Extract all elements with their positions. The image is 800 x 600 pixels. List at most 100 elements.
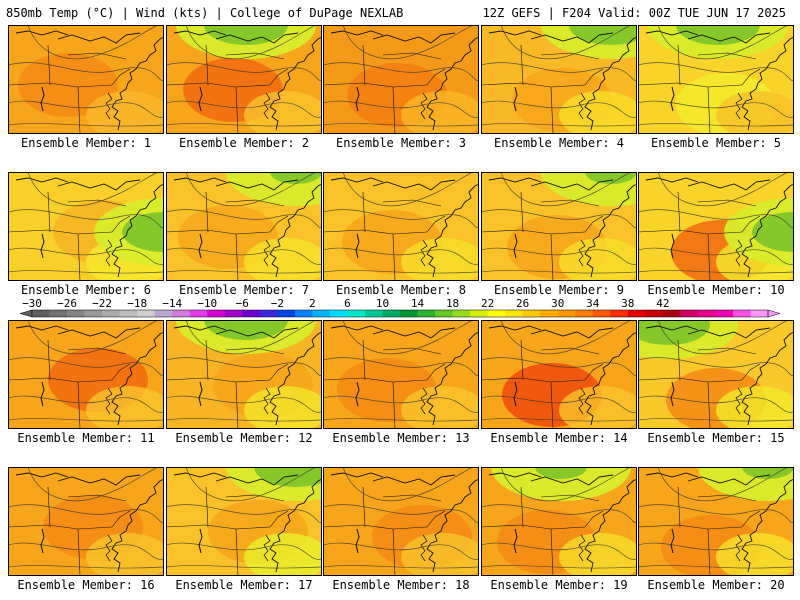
ensemble-member-map (638, 467, 794, 576)
colorbar-tick-label: 30 (551, 298, 564, 310)
colorbar-swatch (119, 310, 138, 317)
ensemble-member-map (638, 172, 794, 281)
colorbar-swatch (645, 310, 664, 317)
colorbar-swatch (32, 310, 50, 317)
temperature-field (8, 172, 164, 281)
colorbar-swatch (452, 310, 471, 317)
colorbar-swatch (259, 310, 278, 317)
ensemble-member-label: Ensemble Member: 12 (175, 431, 313, 445)
temperature-field (481, 172, 637, 281)
ensemble-member-map (638, 320, 794, 429)
colorbar-tick-label: 38 (621, 298, 634, 310)
ensemble-member-map (638, 25, 794, 134)
ensemble-member-map (166, 172, 322, 281)
colorbar-swatch (382, 310, 401, 317)
colorbar-swatch (575, 310, 594, 317)
ensemble-member-map (166, 320, 322, 429)
colorbar-tick-label: 18 (446, 298, 459, 310)
ensemble-member-label: Ensemble Member: 15 (647, 431, 785, 445)
colorbar-swatch (277, 310, 296, 317)
temperature-field (481, 25, 637, 134)
ensemble-member-label: Ensemble Member: 10 (647, 283, 785, 297)
colorbar-tick-label: 6 (344, 298, 351, 310)
colorbar-tick-label: −30 (22, 298, 42, 310)
colorbar-swatch (189, 310, 208, 317)
colorbar-swatch (610, 310, 629, 317)
colorbar-swatch (627, 310, 646, 317)
temperature-field (323, 320, 479, 429)
map-title: 850mb Temp (°C) | Wind (kts) | College o… (6, 6, 404, 20)
colorbar-swatch (680, 310, 699, 317)
colorbar-tick-label: 10 (376, 298, 389, 310)
colorbar-swatch (435, 310, 453, 317)
colorbar-swatch (400, 310, 418, 317)
colorbar-swatch (207, 310, 226, 317)
colorbar-swatch (102, 310, 120, 317)
colorbar-tick-label: 26 (516, 298, 529, 310)
ensemble-member-map (481, 172, 637, 281)
colorbar-swatch (592, 310, 611, 317)
colorbar-swatch (172, 310, 191, 317)
colorbar-tick-label: −2 (271, 298, 284, 310)
ensemble-member-label: Ensemble Member: 7 (178, 283, 310, 297)
temperature-field (481, 320, 637, 429)
ensemble-member-label: Ensemble Member: 20 (647, 578, 785, 592)
ensemble-member-label: Ensemble Member: 18 (332, 578, 470, 592)
ensemble-member-label: Ensemble Member: 3 (335, 136, 467, 150)
colorbar-swatch (697, 310, 716, 317)
temperature-field (638, 172, 794, 281)
temperature-field (166, 467, 322, 576)
ensemble-member-map (323, 172, 479, 281)
colorbar-swatch (49, 310, 68, 317)
temperature-field (323, 467, 479, 576)
colorbar-swatch (505, 310, 523, 317)
temperature-field (323, 25, 479, 134)
colorbar-swatch (294, 310, 313, 317)
colorbar-swatch (662, 310, 681, 317)
colorbar-tick-label: −6 (236, 298, 249, 310)
colorbar-swatch (242, 310, 261, 317)
ensemble-member-map (166, 467, 322, 576)
temperature-field (638, 467, 794, 576)
colorbar-swatch (312, 310, 331, 317)
temperature-field (166, 320, 322, 429)
colorbar-swatch (84, 310, 103, 317)
colorbar-tick-label: −26 (57, 298, 77, 310)
ensemble-member-label: Ensemble Member: 13 (332, 431, 470, 445)
ensemble-member-map (481, 467, 637, 576)
ensemble-member-map (8, 25, 164, 134)
colorbar-swatch (540, 310, 559, 317)
ensemble-member-label: Ensemble Member: 1 (20, 136, 152, 150)
ensemble-member-label: Ensemble Member: 2 (178, 136, 310, 150)
colorbar-tick-label: 14 (411, 298, 425, 310)
ensemble-member-label: Ensemble Member: 6 (20, 283, 152, 297)
temperature-field (8, 25, 164, 134)
ensemble-member-label: Ensemble Member: 16 (17, 578, 155, 592)
ensemble-member-label: Ensemble Member: 5 (650, 136, 782, 150)
colorbar-arrow-left (19, 309, 33, 318)
colorbar-tick-label: −22 (92, 298, 112, 310)
temperature-field (8, 320, 164, 429)
ensemble-member-label: Ensemble Member: 11 (17, 431, 155, 445)
ensemble-member-label: Ensemble Member: 17 (175, 578, 313, 592)
colorbar-tick-label: −18 (127, 298, 147, 310)
ensemble-member-map (8, 320, 164, 429)
colorbar-tick-label: 42 (656, 298, 669, 310)
ensemble-member-map (323, 25, 479, 134)
colorbar-swatch (347, 310, 366, 317)
ensemble-member-label: Ensemble Member: 4 (493, 136, 625, 150)
ensemble-member-map (8, 172, 164, 281)
ensemble-member-map (323, 320, 479, 429)
temperature-field (8, 467, 164, 576)
ensemble-member-label: Ensemble Member: 8 (335, 283, 467, 297)
colorbar-swatch (715, 310, 734, 317)
colorbar-swatch (137, 310, 155, 317)
colorbar-swatch (154, 310, 173, 317)
temperature-field (166, 172, 322, 281)
colorbar-swatch (487, 310, 506, 317)
temperature-colorbar: −30 −26 −22 −18 −14 −10 −6 −2 2 6 10 14 18 22 26 30 34 38… (19, 298, 781, 318)
colorbar-swatch (522, 310, 541, 317)
temperature-field (638, 25, 794, 134)
temperature-field (323, 172, 479, 281)
colorbar-tick-label: −14 (162, 298, 182, 310)
